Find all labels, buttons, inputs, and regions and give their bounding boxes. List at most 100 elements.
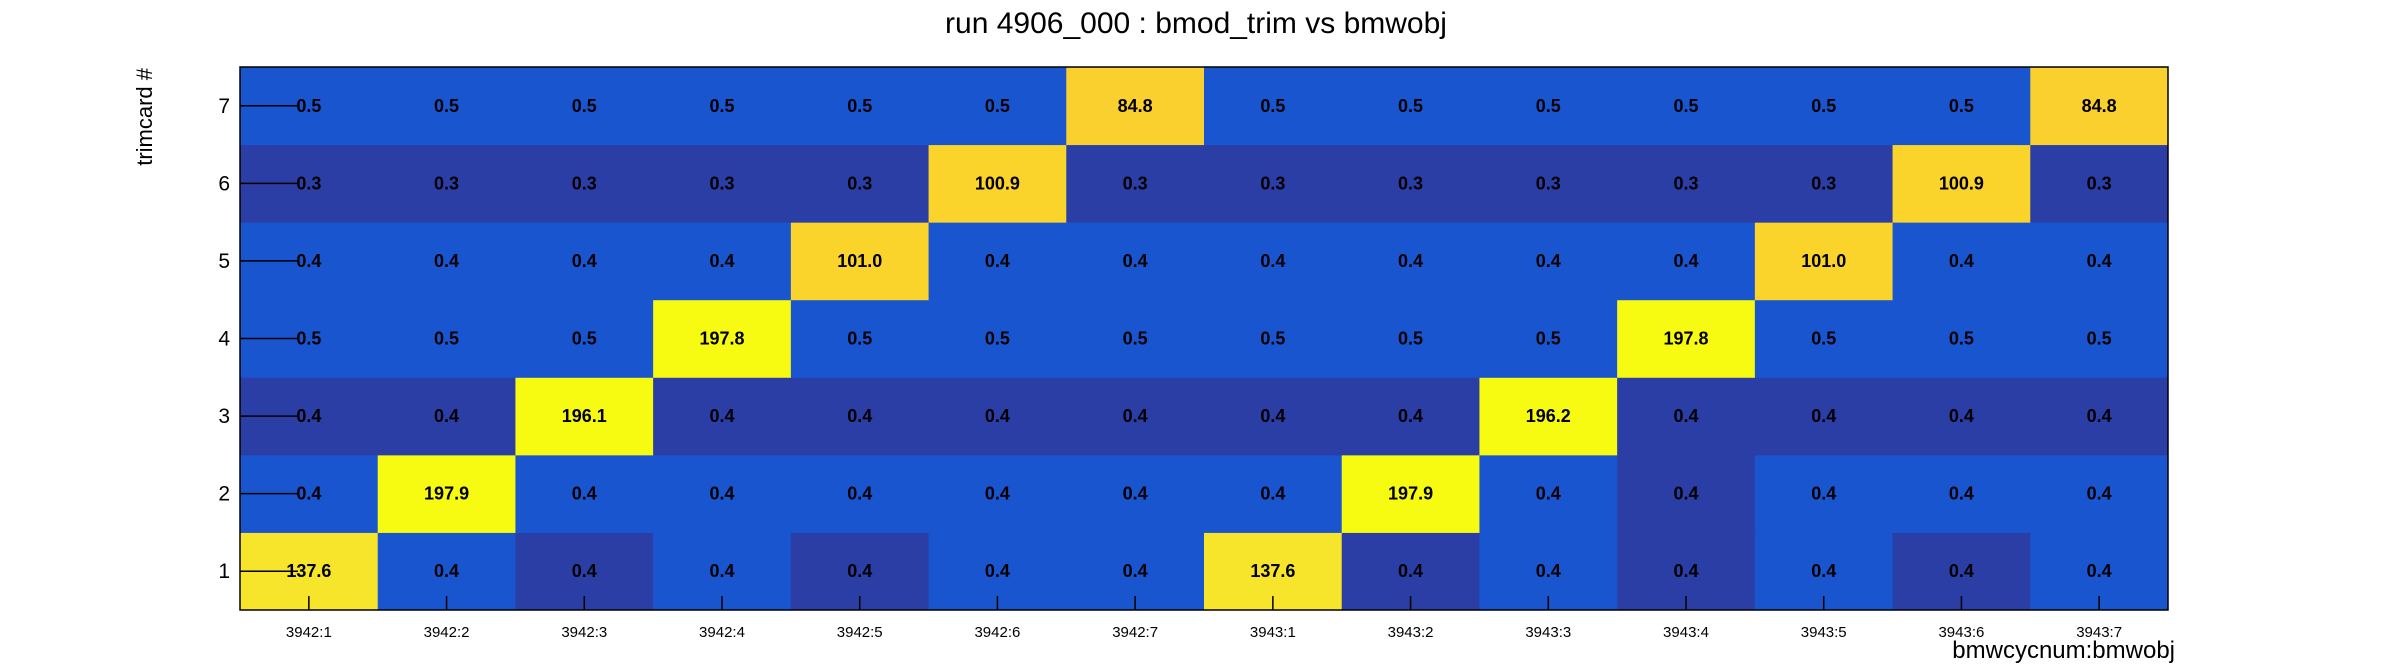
cell-value-label: 196.1 (562, 406, 607, 426)
cell-value-label: 0.3 (2087, 173, 2112, 193)
x-tick-label: 3943:5 (1801, 624, 1847, 641)
x-tick-label: 3943:3 (1525, 624, 1571, 641)
cell-value-label: 197.9 (424, 484, 469, 504)
cell-value-label: 84.8 (2082, 96, 2117, 116)
cell-value-label: 0.4 (296, 484, 321, 504)
heatmap-cell (2030, 454, 2169, 533)
cell-value-label: 0.4 (2087, 484, 2112, 504)
heatmap-cell (928, 222, 1067, 301)
heatmap-cell (653, 377, 792, 456)
cell-value-label: 0.4 (985, 561, 1010, 581)
heatmap-cell (515, 377, 654, 456)
heatmap-cell (928, 454, 1067, 533)
heatmap-cell (790, 454, 930, 533)
heatmap-cell (2030, 67, 2169, 146)
axes: 3942:1 3942:2 3942:3 3942:4 3942:5 3942:6 3942… (218, 66, 2169, 641)
cell-value-label: 0.4 (1260, 484, 1285, 504)
heatmap-cell (1066, 377, 1205, 456)
x-tick-label: 3942:7 (1112, 624, 1158, 641)
heatmap-cell (1341, 299, 1480, 378)
heatmap-cell (515, 299, 654, 378)
x-tick-label: 3943:6 (1938, 624, 1984, 641)
heatmap-cell (1066, 299, 1205, 378)
cell-labels: 137.6 0.4 0.4 0.4 0.4 0.4 0.4 137.6 0.4 0.4 0.4 0.4… (286, 96, 2116, 581)
cell-value-label: 0.4 (847, 484, 872, 504)
cell-value-label: 0.5 (1811, 96, 1836, 116)
heatmap-cell (1341, 454, 1480, 533)
cell-value-label: 0.5 (1260, 329, 1285, 349)
heatmap-cell (1617, 222, 1756, 301)
heatmap-cell (1754, 299, 1894, 378)
cell-value-label: 0.5 (1398, 96, 1423, 116)
cell-value-label: 0.5 (709, 96, 734, 116)
cell-value-label: 0.5 (1536, 329, 1561, 349)
cell-value-label: 0.5 (985, 96, 1010, 116)
heatmap-cell (653, 144, 792, 223)
cell-value-label: 0.4 (1673, 484, 1698, 504)
heatmap-cell (515, 67, 654, 146)
heatmap-cell (1754, 454, 1894, 533)
x-tick-label: 3943:2 (1388, 624, 1434, 641)
heatmap-cell (1479, 222, 1618, 301)
cell-value-label: 0.4 (296, 406, 321, 426)
x-tick-label: 3942:6 (974, 624, 1020, 641)
heatmap-cell (1754, 144, 1894, 223)
cell-value-label: 0.4 (1260, 251, 1285, 271)
cell-value-label: 0.3 (709, 173, 734, 193)
cell-value-label: 0.4 (2087, 406, 2112, 426)
cell-value-label: 0.5 (2087, 329, 2112, 349)
cell-value-label: 0.5 (1811, 329, 1836, 349)
cell-value-label: 0.4 (434, 251, 459, 271)
heatmap-cell (1617, 144, 1756, 223)
cell-value-label: 0.4 (709, 251, 734, 271)
cell-value-label: 0.5 (1123, 329, 1148, 349)
cell-value-label: 0.4 (434, 406, 459, 426)
heatmap-cell (2030, 377, 2169, 456)
heatmap-cell (928, 67, 1067, 146)
cell-value-label: 0.4 (1949, 561, 1974, 581)
heatmap-cell (928, 377, 1067, 456)
heatmap-cell (377, 222, 516, 301)
heatmap-cell (1204, 454, 1343, 533)
heatmap-cell (790, 299, 930, 378)
cell-value-label: 0.4 (709, 484, 734, 504)
heatmap-cell (1204, 299, 1343, 378)
heatmap-cell (2030, 222, 2169, 301)
cell-value-label: 0.3 (1811, 173, 1836, 193)
cell-value-label: 0.4 (709, 406, 734, 426)
heatmap-cell (1341, 222, 1480, 301)
heatmap-cell (1892, 222, 2031, 301)
cell-value-label: 0.5 (296, 329, 321, 349)
cell-value-label: 0.4 (1536, 484, 1561, 504)
cell-value-label: 0.4 (1398, 406, 1423, 426)
heatmap-cell (790, 222, 930, 301)
heatmap-cell (1341, 377, 1480, 456)
heatmap-cell (790, 144, 930, 223)
heatmap-cell (1204, 144, 1343, 223)
cell-value-label: 0.4 (847, 561, 872, 581)
y-tick-label: 1 (218, 560, 230, 583)
cell-value-label: 0.4 (985, 484, 1010, 504)
cell-value-label: 0.5 (1398, 329, 1423, 349)
cell-value-label: 0.3 (434, 173, 459, 193)
cell-value-label: 0.5 (1536, 96, 1561, 116)
cell-value-label: 0.3 (847, 173, 872, 193)
cell-value-label: 0.3 (1398, 173, 1423, 193)
cell-value-label: 0.3 (1536, 173, 1561, 193)
cell-value-label: 0.5 (434, 329, 459, 349)
heatmap-cell (1892, 377, 2031, 456)
x-tick-label: 3943:4 (1663, 624, 1709, 641)
y-tick-label: 3 (218, 405, 230, 428)
heatmap-cell (1892, 144, 2031, 223)
cell-value-label: 0.5 (847, 96, 872, 116)
cell-value-label: 0.3 (1123, 173, 1148, 193)
heatmap-cell (790, 67, 930, 146)
heatmap-cell (1617, 454, 1756, 533)
cell-value-label: 0.3 (1673, 173, 1698, 193)
chart-title: run 4906_000 : bmod_trim vs bmwobj (945, 7, 1447, 40)
cell-value-label: 0.3 (1260, 173, 1285, 193)
cell-value-label: 196.2 (1526, 406, 1571, 426)
cell-value-label: 0.4 (1949, 406, 1974, 426)
cell-value-label: 0.4 (1398, 251, 1423, 271)
